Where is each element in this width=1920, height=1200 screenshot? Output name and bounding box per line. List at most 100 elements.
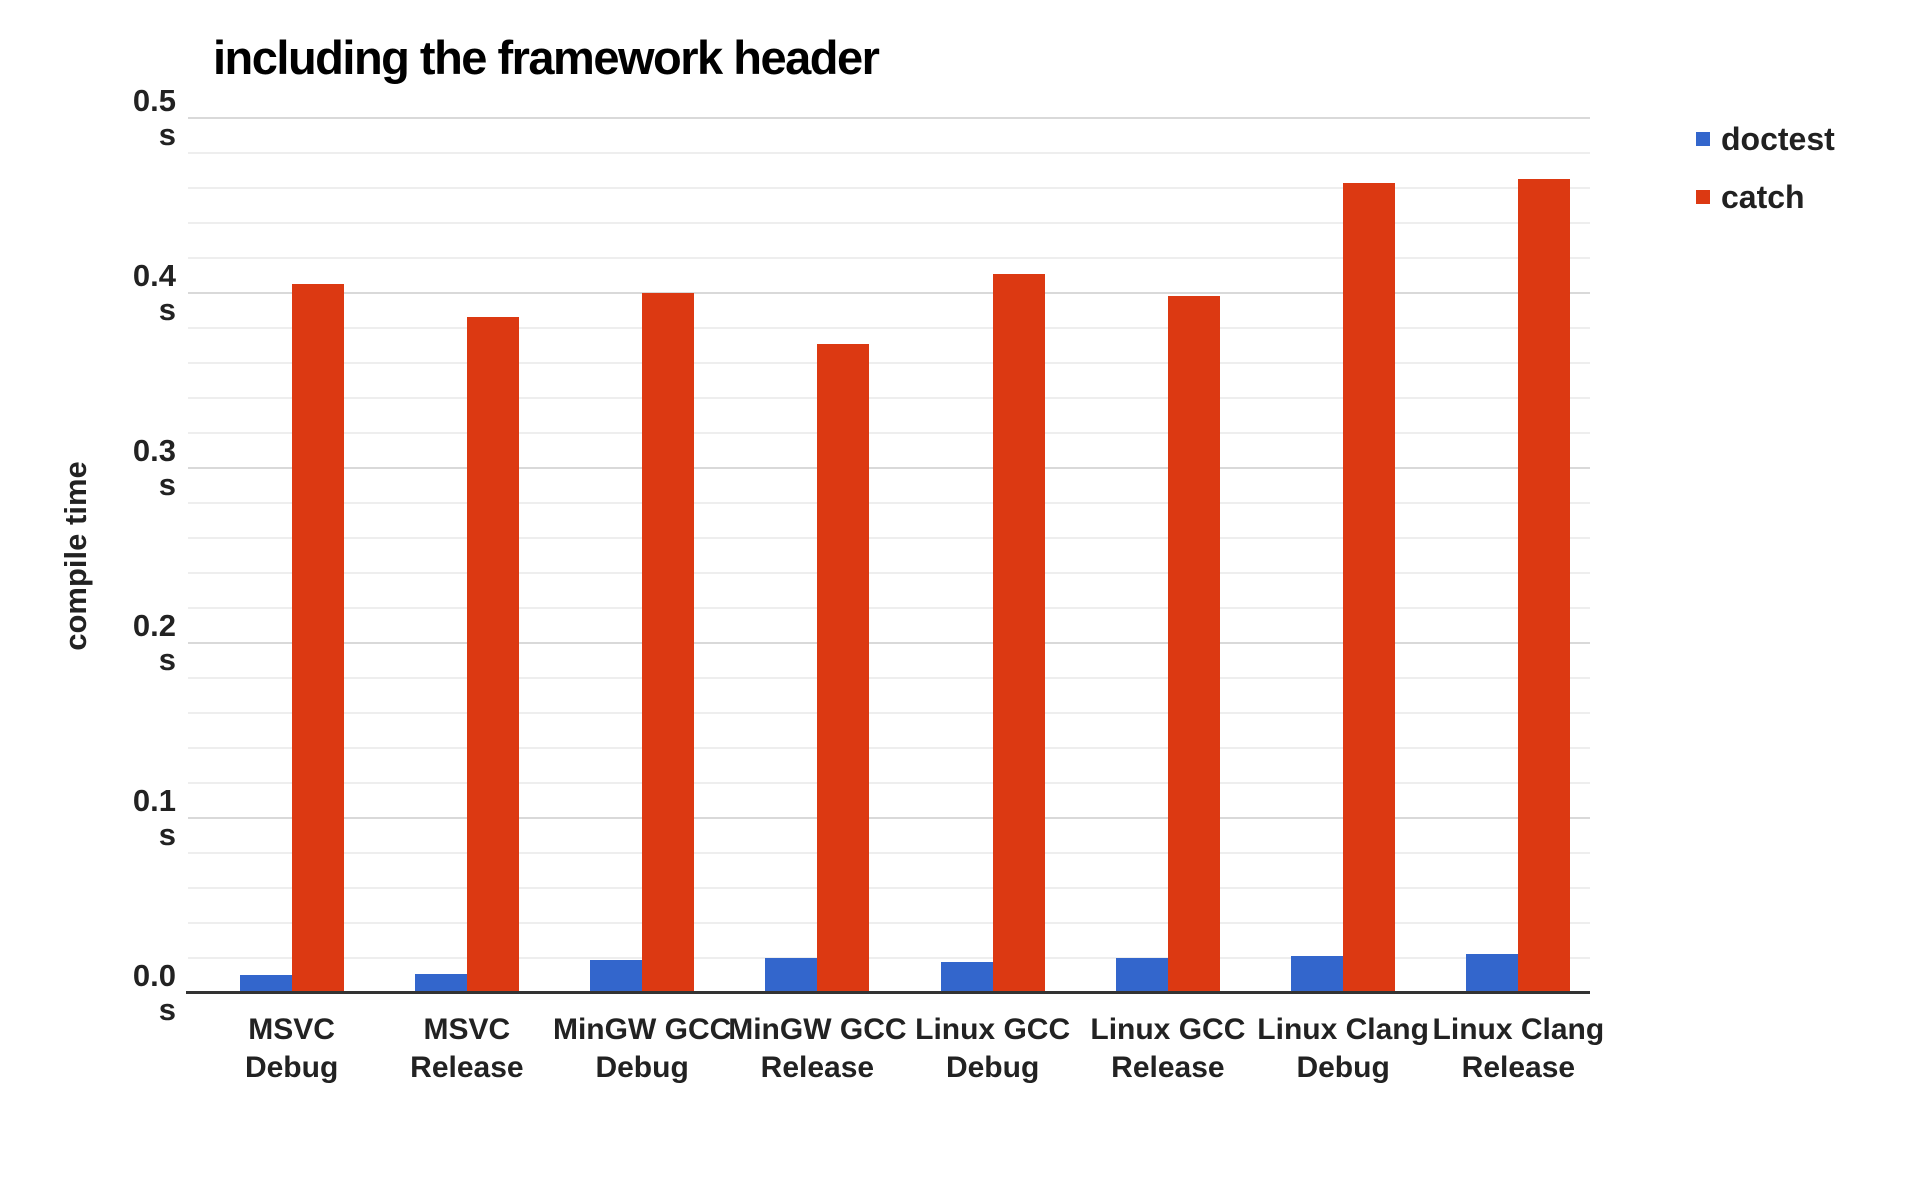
minor-gridline [188,327,1590,329]
minor-gridline [188,572,1590,574]
y-tick-unit: s [158,992,176,1027]
minor-gridline [188,362,1590,364]
minor-gridline [188,607,1590,609]
x-label-5: Linux GCC Debug [915,1011,1070,1087]
legend-swatch-doctest [1696,132,1710,146]
x-label-line1: MSVC [423,1013,511,1046]
bar-group-linux-clang-release [1466,179,1571,993]
y-tick-unit: s [158,292,176,327]
x-label-line1: Linux GCC [1090,1013,1246,1046]
bar-group-mingw-gcc-release [765,344,870,993]
minor-gridline [188,712,1590,714]
x-label-2: MSVC Release [410,1011,523,1087]
y-tick-value: 0.5 [132,83,176,118]
minor-gridline [188,537,1590,539]
x-label-line2: Debug [244,1051,339,1084]
x-label-line2: Debug [945,1051,1040,1084]
x-label-7: Linux Clang Debug [1257,1011,1429,1087]
bar-catch-2 [466,317,519,993]
x-label-line1: Linux Clang [1257,1013,1429,1046]
bar-catch-6 [1167,296,1220,993]
x-label-6: Linux GCC Release [1090,1011,1245,1087]
y-tick-0.0: 0.0 s [58,959,176,1027]
y-tick-0.4: 0.4 s [58,259,176,327]
x-label-line1: Linux GCC [915,1013,1071,1046]
bar-group-msvc-debug [239,284,344,993]
bar-group-linux-clang-debug [1291,183,1396,993]
minor-gridline [188,747,1590,749]
minor-gridline [188,502,1590,504]
y-tick-unit: s [158,117,176,152]
legend-label-catch: catch [1721,179,1805,215]
bars-layer [204,118,1590,993]
y-tick-value: 0.0 [132,958,176,993]
bar-doctest-5 [940,962,993,993]
bar-catch-7 [1343,183,1396,993]
y-tick-value: 0.3 [132,433,176,468]
x-label-line1: MSVC [248,1013,335,1046]
minor-gridline [188,852,1590,854]
plot-area [186,117,1590,994]
bar-group-msvc-release [414,317,519,993]
legend-item-catch: catch [1696,178,1835,216]
major-gridline [188,117,1590,119]
x-label-3: MinGW GCC Debug [553,1011,731,1087]
bar-doctest-7 [1291,956,1344,993]
minor-gridline [188,922,1590,924]
bar-doctest-8 [1466,954,1519,993]
bar-doctest-3 [590,960,643,993]
x-axis-line [186,991,1590,994]
minor-gridline [188,957,1590,959]
major-gridline [188,292,1590,294]
bar-group-mingw-gcc-debug [590,293,695,993]
bar-doctest-1 [239,975,292,993]
x-label-4: MinGW GCC Release [728,1011,906,1087]
x-label-line1: MinGW GCC [728,1013,907,1046]
x-axis-category-labels: MSVC Debug MSVC Release MinGW GCC Debug MinGW … [204,1011,1606,1131]
bar-catch-4 [817,344,870,993]
y-tick-0.5: 0.5 s [58,84,176,152]
minor-gridline [188,152,1590,154]
minor-gridline [188,257,1590,259]
y-tick-0.1: 0.1 s [58,784,176,852]
legend-item-doctest: doctest [1696,120,1835,158]
y-tick-value: 0.4 [132,258,176,293]
minor-gridline [188,677,1590,679]
major-gridline [188,642,1590,644]
bar-doctest-6 [1115,958,1168,993]
y-tick-0.2: 0.2 s [58,609,176,677]
x-label-line2: Release [1111,1051,1225,1084]
minor-gridline [188,782,1590,784]
bar-doctest-4 [765,958,818,993]
major-gridline [188,467,1590,469]
y-tick-value: 0.2 [132,608,176,643]
x-label-line1: MinGW GCC [552,1013,732,1046]
minor-gridline [188,397,1590,399]
x-label-line2: Release [410,1051,524,1084]
y-tick-unit: s [158,642,176,677]
x-label-8: Linux Clang Release [1433,1011,1605,1087]
y-tick-unit: s [158,817,176,852]
minor-gridline [188,432,1590,434]
bar-group-linux-gcc-debug [940,274,1045,993]
legend-label-doctest: doctest [1721,121,1835,157]
legend-swatch-catch [1696,190,1710,204]
major-gridline [188,817,1590,819]
bar-group-linux-gcc-release [1115,296,1220,993]
bar-catch-5 [992,274,1045,993]
x-label-line2: Debug [595,1051,689,1084]
y-tick-0.3: 0.3 s [58,434,176,502]
y-tick-value: 0.1 [132,783,176,818]
chart-title: including the framework header [213,31,880,84]
minor-gridline [188,187,1590,189]
x-label-line1: Linux Clang [1432,1013,1605,1046]
bar-catch-1 [291,284,344,993]
x-label-line2: Debug [1296,1051,1390,1084]
x-label-line2: Release [760,1051,875,1084]
minor-gridline [188,887,1590,889]
x-label-1: MSVC Debug [245,1011,338,1087]
bar-doctest-2 [414,974,467,993]
x-label-line2: Release [1461,1051,1576,1084]
minor-gridline [188,222,1590,224]
